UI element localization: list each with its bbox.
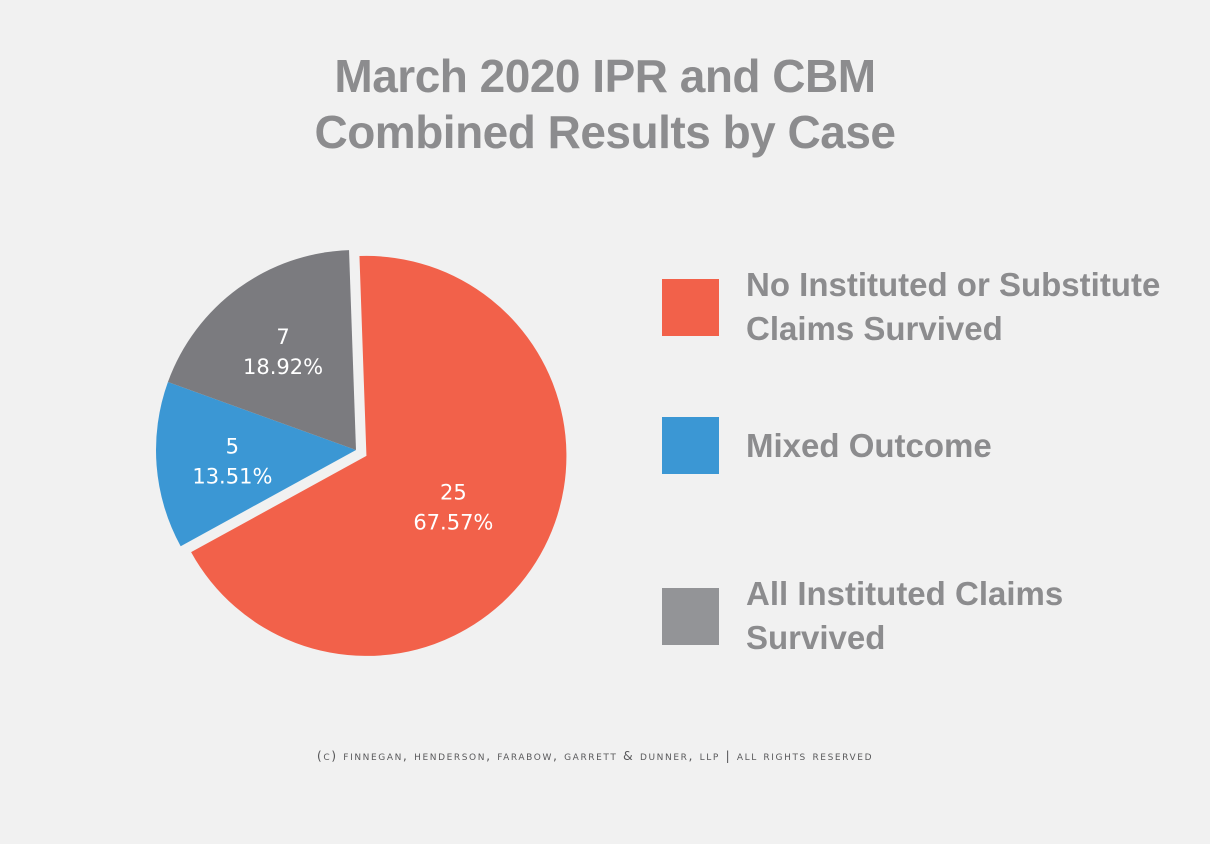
slice-percent-label-0: 67.57% [413, 510, 493, 534]
slice-value-label-1: 5 [226, 435, 239, 459]
legend-label-line: No Instituted or Substitute [746, 266, 1161, 303]
chart-title: March 2020 IPR and CBM Combined Results … [0, 48, 1210, 160]
legend-item-no-claims-survived: No Instituted or Substitute Claims Survi… [662, 263, 1186, 351]
pie-slice-2 [167, 250, 356, 450]
legend-label-mixed-outcome: Mixed Outcome [746, 424, 1186, 468]
legend-label-line: Survived [746, 619, 886, 656]
pie-slice-1 [155, 381, 356, 547]
legend-label-line: Claims Survived [746, 310, 1003, 347]
slice-percent-label-2: 18.92% [243, 355, 323, 379]
chart-legend: No Instituted or Substitute Claims Survi… [662, 0, 1202, 844]
chart-title-line-2: Combined Results by Case [314, 106, 896, 158]
slice-value-label-2: 7 [276, 325, 289, 349]
legend-swatch-no-claims-survived [662, 278, 719, 336]
pie-chart: 25 67.57% 5 13.51% 7 18.92% [155, 250, 567, 656]
legend-label-no-claims-survived: No Instituted or Substitute Claims Survi… [746, 263, 1186, 351]
copyright-footer: (c) Finnegan, Henderson, Farabow, Garret… [316, 748, 874, 763]
slice-value-label-0: 25 [440, 480, 467, 504]
chart-title-line-1: March 2020 IPR and CBM [334, 50, 876, 102]
legend-label-line: Mixed Outcome [746, 426, 992, 464]
legend-item-mixed-outcome: Mixed Outcome [662, 417, 1186, 474]
legend-swatch-all-claims-survived [662, 587, 719, 645]
legend-label-all-claims-survived: All Instituted Claims Survived [746, 572, 1186, 660]
legend-item-all-claims-survived: All Instituted Claims Survived [662, 572, 1186, 660]
legend-swatch-mixed-outcome [662, 417, 719, 474]
slice-percent-label-1: 13.51% [192, 465, 272, 489]
pie-slice-0 [191, 255, 567, 656]
legend-label-line: All Instituted Claims [746, 575, 1064, 612]
